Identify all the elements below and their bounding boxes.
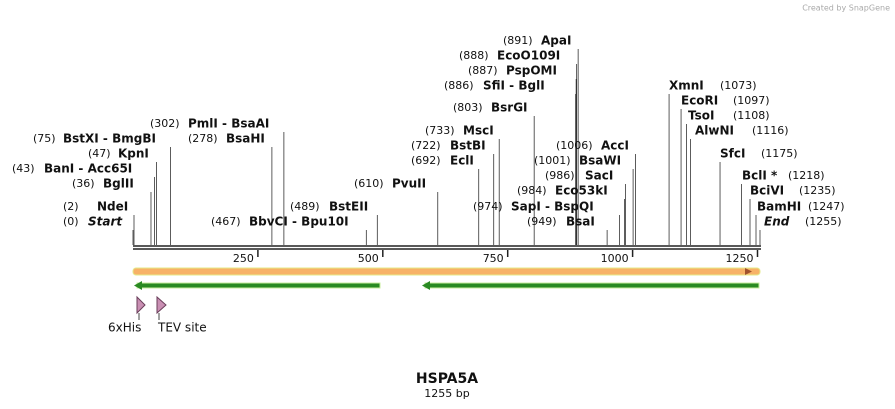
site-position: (1006) (556, 139, 593, 152)
site-name: MscI (463, 124, 494, 138)
site-position: (43) (12, 162, 35, 175)
primer-arrow (134, 281, 142, 290)
site-position: (692) (411, 154, 441, 167)
site-name: BsaI (566, 215, 595, 229)
primer-arrow (422, 281, 430, 290)
site-name: PvuII (392, 177, 426, 191)
site-name: SacI (585, 169, 613, 183)
site-position: (1235) (799, 184, 836, 197)
site-position: (1218) (788, 169, 825, 182)
site-position: (278) (188, 132, 218, 145)
site-position: (36) (72, 177, 95, 190)
site-position: (75) (33, 132, 56, 145)
site-position: (974) (473, 200, 503, 213)
site-position: (891) (503, 34, 533, 47)
site-position: (1001) (534, 154, 571, 167)
site-position: (949) (527, 215, 557, 228)
site-position: (1073) (720, 79, 757, 92)
primer-feature (136, 282, 381, 289)
site-position: (1255) (805, 215, 842, 228)
sites: (0) Start (2) NdeI(36) BglII (43) BanI - Acc65… (12, 34, 845, 245)
site-position: (722) (411, 139, 441, 152)
tick-label: 750 (483, 252, 504, 265)
site-position: (1097) (733, 94, 770, 107)
site-position: (733) (425, 124, 455, 137)
orf-arrow (745, 268, 752, 275)
site-name: PspOMI (506, 64, 557, 78)
feature-label: TEV site (157, 321, 207, 335)
site-name: SfiI - BglI (483, 79, 545, 93)
map-length: 1255 bp (424, 387, 469, 400)
site-name: Eco53kI (555, 184, 608, 198)
site-name: XmnI (669, 79, 704, 93)
site-position: (1175) (761, 147, 798, 160)
site-position: (0) (63, 215, 79, 228)
site-position: (984) (517, 184, 547, 197)
site-name: ApaI (541, 34, 571, 48)
site-position: (467) (211, 215, 241, 228)
site-name: EcoRI (681, 94, 718, 108)
site-position: (886) (444, 79, 474, 92)
site-position: (887) (468, 64, 498, 77)
site-name: BsrGI (491, 101, 528, 115)
site-name: BstEII (329, 200, 368, 214)
tick-label: 1000 (601, 252, 629, 265)
site-name: BstXI - BmgBI (63, 132, 156, 146)
site-name: BclI * (742, 169, 778, 183)
site-name: BamHI (757, 200, 801, 214)
site-name: EcoO109I (497, 49, 560, 63)
site-name: SapI - BspQI (511, 200, 594, 214)
feature-label: 6xHis (108, 321, 141, 335)
logo: Created by SnapGene (802, 4, 890, 13)
site-name: BstBI (450, 139, 486, 153)
site-position: (1247) (808, 200, 845, 213)
ticks: 250 500 750 1000 1250 (233, 250, 759, 265)
site-name: BsaWI (579, 154, 621, 168)
site-name: KpnI (118, 147, 149, 161)
site-name: BglII (103, 177, 134, 191)
primer-feature (424, 282, 760, 289)
tick-label: 1250 (726, 252, 754, 265)
site-name: SfcI (720, 147, 745, 161)
site-position: (888) (459, 49, 489, 62)
site-name: Start (88, 215, 123, 229)
site-position: (1108) (733, 109, 770, 122)
tev-feature (156, 295, 167, 315)
6xhis-feature (136, 295, 146, 315)
site-position: (47) (88, 147, 111, 160)
site-name: AccI (601, 139, 629, 153)
orf-feature (132, 267, 761, 276)
site-position: (803) (453, 101, 483, 114)
site-name: End (764, 215, 790, 229)
site-name: BsaHI (226, 132, 265, 146)
site-name: TsoI (688, 109, 714, 123)
tick-label: 500 (358, 252, 379, 265)
site-name: AlwNI (695, 124, 734, 138)
site-name: BanI - Acc65I (44, 162, 132, 176)
site-position: (302) (150, 117, 180, 130)
site-position: (489) (290, 200, 320, 213)
site-position: (610) (354, 177, 384, 190)
site-name: BciVI (750, 184, 784, 198)
site-position: (1116) (752, 124, 789, 137)
site-position: (986) (545, 169, 575, 182)
site-name: EclI (450, 154, 474, 168)
tick-label: 250 (233, 252, 254, 265)
site-position: (2) (63, 200, 79, 213)
map-title: HSPA5A (416, 371, 478, 387)
site-name: PmlI - BsaAI (188, 117, 269, 131)
site-name: NdeI (97, 200, 128, 214)
site-name: BbvCI - Bpu10I (249, 215, 349, 229)
